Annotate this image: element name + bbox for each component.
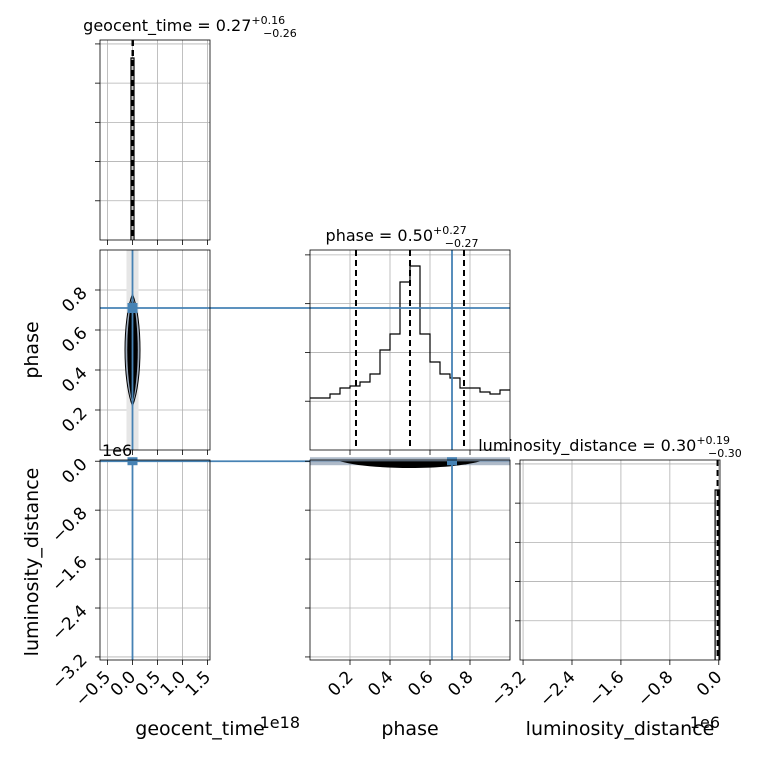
panel-frame-1-0 xyxy=(99,249,211,451)
truth-marker xyxy=(447,457,457,466)
panel-frame-0-0 xyxy=(99,39,211,241)
offset-text-geocent-time: 1e18 xyxy=(260,713,300,732)
panel-frame-2-0 xyxy=(99,459,211,661)
x-tick-label: 0.4 xyxy=(364,667,397,700)
frame-layer xyxy=(99,39,721,661)
y-tick-label: −1.6 xyxy=(48,552,91,595)
x-tick-label: 1.5 xyxy=(182,667,215,700)
panel-frame-1-1 xyxy=(309,249,511,451)
title-main: geocent_time = 0.27 xyxy=(83,16,251,36)
title-minus: −0.26 xyxy=(263,27,297,40)
title-phase: phase = 0.50+0.27 −0.27 xyxy=(326,224,479,250)
x-tick-label: 0.8 xyxy=(444,667,477,700)
y-tick-label: 0.0 xyxy=(58,455,91,488)
offset-text-ld-y: 1e6 xyxy=(102,441,132,460)
title-geocent_time: geocent_time = 0.27+0.16 −0.26 xyxy=(83,14,297,40)
y-tick-label: 0.8 xyxy=(58,283,91,316)
x-axis-label-phase: phase xyxy=(381,718,438,740)
y-tick-label: 0.6 xyxy=(58,323,91,356)
title-minus: −0.27 xyxy=(445,237,479,250)
title-minus: −0.30 xyxy=(708,447,742,460)
x-tick-label: −1.6 xyxy=(585,667,628,710)
tick-layer xyxy=(95,43,720,665)
y-tick-label: 0.4 xyxy=(58,363,91,396)
x-tick-label: −0.8 xyxy=(634,667,677,710)
data-layer xyxy=(100,40,720,660)
title-main: luminosity_distance = 0.30 xyxy=(478,436,696,456)
geocent-time-histogram xyxy=(130,57,135,240)
contour-inner xyxy=(340,461,480,468)
x-axis-label-luminosity-distance: luminosity_distance xyxy=(526,718,715,740)
x-tick-label: 0.6 xyxy=(404,667,437,700)
panel-frame-2-2 xyxy=(519,459,721,661)
y-tick-label: −0.8 xyxy=(48,504,91,547)
panel-frame-2-1 xyxy=(309,459,511,661)
truth-marker xyxy=(127,303,138,313)
x-tick-label: 0.2 xyxy=(324,667,357,700)
x-tick-label: −2.4 xyxy=(536,667,579,710)
title-plus: +0.27 xyxy=(433,224,467,237)
y-tick-label: 0.2 xyxy=(58,403,91,436)
y-tick-label: −2.4 xyxy=(48,601,91,644)
x-tick-label: −3.2 xyxy=(487,667,530,710)
y-axis-label-luminosity-distance: luminosity_distance xyxy=(21,468,43,657)
title-plus: +0.19 xyxy=(696,434,730,447)
title-plus: +0.16 xyxy=(251,14,285,27)
x-axis-label-geocent-time: geocent_time xyxy=(135,718,264,740)
truth-marker xyxy=(127,457,138,466)
x-tick-label: 0.0 xyxy=(693,667,726,700)
title-main: phase = 0.50 xyxy=(326,226,433,245)
offset-text-ld-x: 1e6 xyxy=(690,713,720,732)
title-luminosity_distance: luminosity_distance = 0.30+0.19 −0.30 xyxy=(478,434,742,460)
y-axis-label-phase: phase xyxy=(21,321,43,378)
